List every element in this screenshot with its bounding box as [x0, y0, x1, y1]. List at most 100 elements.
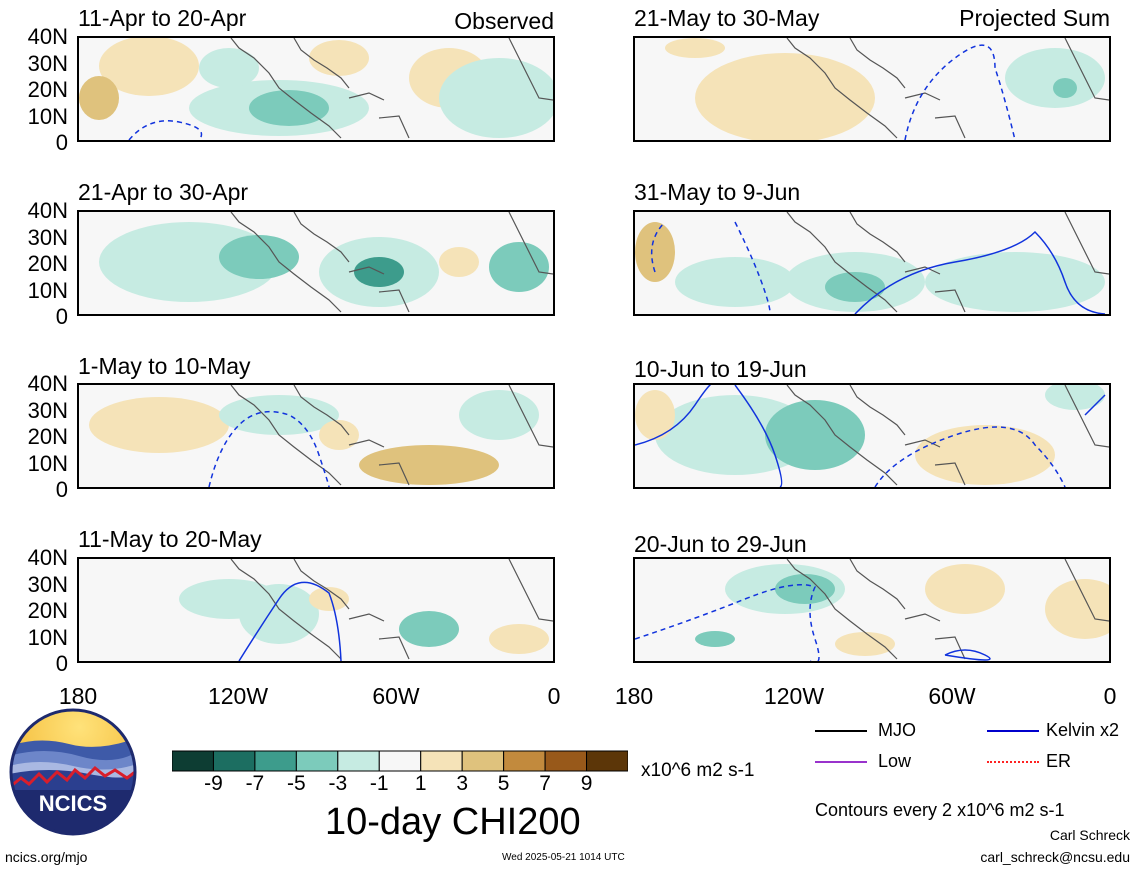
- lat-label-row3-1: 30N: [27, 397, 68, 423]
- kelvin-contour: [734, 221, 771, 314]
- kelvin-contour: [128, 120, 203, 140]
- lat-label-row1-2: 20N: [27, 77, 68, 102]
- legend-er-label: ER: [1046, 751, 1072, 771]
- anomaly-shading: [79, 76, 119, 120]
- lon-label-120w-right: 120W: [763, 683, 825, 709]
- colorbar-swatch-10: [586, 750, 628, 772]
- lat-label-row4-2: 20N: [27, 598, 68, 623]
- colorbar-unit: x10^6 m2 s-1: [641, 760, 755, 781]
- lat-label-row3-3: 10N: [27, 450, 68, 476]
- contour-note: Contours every 2 x10^6 m2 s-1: [815, 800, 1065, 820]
- colorbar-swatch-0: [172, 750, 214, 772]
- anomaly-shading: [239, 584, 319, 644]
- kelvin-contour: [650, 221, 666, 273]
- colorbar-tick-label: -7: [245, 772, 265, 795]
- author-email[interactable]: carl_schreck@ncsu.edu: [980, 849, 1130, 865]
- lon-label-180-left: 180: [58, 683, 98, 709]
- kelvin-contour: [874, 426, 1066, 487]
- colorbar-tick-label: -3: [328, 772, 348, 795]
- anomaly-shading: [219, 395, 339, 435]
- legend-kelvin-label: Kelvin x2: [1046, 720, 1120, 740]
- lat-label-row2-3: 10N: [27, 277, 68, 303]
- map-panel-4: [77, 557, 555, 663]
- lat-label-row1-0: 40N: [27, 24, 68, 49]
- colorbar: [172, 750, 628, 772]
- anomaly-shading: [775, 574, 835, 604]
- panel-title-5: 21-May to 30-May: [634, 5, 820, 31]
- colorbar-swatch-6: [420, 750, 463, 772]
- anomaly-shading: [199, 48, 259, 88]
- colorbar-swatch-9: [544, 750, 588, 772]
- colorbar-tick-label: -9: [204, 772, 223, 795]
- panel-title-3: 1-May to 10-May: [78, 353, 251, 379]
- kelvin-contour: [208, 410, 330, 487]
- main-label: 10-day CHI200: [325, 801, 581, 843]
- kelvin-contour: [238, 581, 342, 661]
- coastline: [786, 559, 1109, 660]
- lon-label-0-left: 0: [547, 683, 561, 709]
- anomaly-shading: [635, 222, 675, 282]
- lat-label-row4-3: 10N: [27, 624, 68, 650]
- coastline: [786, 385, 1109, 486]
- lat-label-row3-0: 40N: [27, 371, 68, 396]
- legend-er-line: [987, 761, 1039, 763]
- colorbar-tick-label: 7: [539, 772, 551, 795]
- panel-title-4: 11-May to 20-May: [78, 526, 262, 552]
- colorbar-swatch-4: [337, 750, 380, 772]
- lat-label-row3-2: 20N: [27, 424, 68, 449]
- projected-label: Projected Sum: [959, 5, 1110, 31]
- map-panel-1: [77, 36, 555, 142]
- anomaly-shading: [439, 247, 479, 277]
- map-field: [665, 38, 1109, 140]
- lon-label-180-right: 180: [614, 683, 654, 709]
- colorbar-tick-label: 9: [580, 772, 593, 795]
- lon-label-0-right: 0: [1103, 683, 1117, 709]
- kelvin-contour: [1084, 394, 1106, 416]
- lon-label-60w-left: 60W: [372, 683, 420, 709]
- legend-kelvin-line: [987, 730, 1039, 732]
- kelvin-contour: [734, 385, 783, 487]
- anomaly-shading: [825, 272, 885, 302]
- map-panel-8: [633, 557, 1111, 663]
- anomaly-shading: [695, 53, 875, 140]
- map-field: [635, 385, 1109, 487]
- colorbar-tick-label: 3: [456, 772, 469, 795]
- kelvin-contour: [944, 649, 991, 661]
- lat-label-row4-0: 40N: [27, 545, 68, 570]
- legend-mjo-label: MJO: [878, 720, 916, 740]
- anomaly-shading: [1053, 78, 1077, 98]
- map-field: [179, 559, 553, 661]
- lat-label-row2-4: 0: [55, 304, 68, 329]
- kelvin-contour: [635, 584, 820, 661]
- anomaly-shading: [925, 564, 1005, 614]
- coastline: [230, 38, 553, 139]
- map-field: [635, 559, 1109, 661]
- colorbar-swatch-1: [212, 750, 256, 772]
- lat-label-row2-1: 30N: [27, 224, 68, 250]
- panel-title-7: 10-Jun to 19-Jun: [634, 356, 807, 382]
- map-panel-2: [77, 210, 555, 316]
- colorbar-tick-label: -5: [287, 772, 306, 795]
- site-link[interactable]: ncics.org/mjo: [5, 849, 88, 865]
- coastline: [786, 38, 1109, 139]
- coastline: [230, 385, 553, 486]
- lat-label-row1-3: 10N: [27, 103, 68, 129]
- lat-label-row2-2: 20N: [27, 251, 68, 276]
- map-field: [79, 38, 553, 140]
- anomaly-shading: [925, 252, 1105, 312]
- timestamp: Wed 2025-05-21 1014 UTC: [502, 852, 625, 863]
- colorbar-swatch-5: [378, 750, 422, 772]
- panel-title-1: 11-Apr to 20-Apr: [78, 5, 247, 31]
- coastline: [230, 559, 553, 660]
- anomaly-shading: [219, 235, 299, 279]
- coastline: [786, 212, 1109, 313]
- colorbar-swatch-8: [503, 750, 546, 772]
- legend-low-label: Low: [878, 751, 912, 771]
- anomaly-shading: [309, 40, 369, 76]
- map-field: [99, 212, 553, 313]
- coastline: [230, 212, 553, 313]
- colorbar-swatch-3: [295, 750, 339, 772]
- ncics-logo: NCICS: [9, 708, 137, 836]
- anomaly-shading: [1045, 385, 1105, 410]
- kelvin-contour: [635, 385, 715, 446]
